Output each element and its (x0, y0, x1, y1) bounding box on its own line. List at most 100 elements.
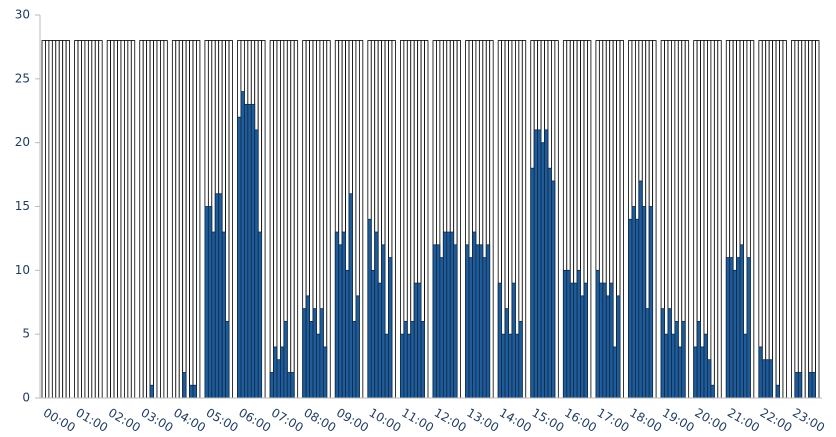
x-tick-label: 13:00 (464, 406, 501, 435)
bar (189, 40, 194, 399)
x-tick-label: 00:00 (41, 406, 78, 435)
bar (761, 40, 767, 399)
bar (475, 244, 480, 399)
bar (497, 282, 503, 399)
bar (761, 359, 767, 399)
bar (124, 40, 129, 399)
bar (273, 40, 278, 399)
bar (293, 40, 299, 399)
bar (403, 320, 408, 399)
bar (41, 40, 46, 399)
bar (791, 40, 796, 399)
bar (465, 244, 470, 399)
x-tick-label: 19:00 (660, 406, 697, 435)
bar (381, 244, 386, 399)
bar (374, 231, 379, 399)
bar (765, 359, 770, 399)
bar (739, 244, 744, 399)
bar (609, 282, 614, 399)
bar (700, 346, 705, 399)
bar (432, 244, 437, 399)
bar (410, 320, 415, 399)
bar (797, 40, 803, 399)
x-tick-label: 12:00 (432, 406, 469, 435)
bar (77, 40, 82, 399)
bar (113, 40, 118, 399)
bar (257, 231, 263, 399)
bar (178, 40, 184, 399)
bar (322, 40, 328, 399)
bar (384, 333, 389, 399)
bar (569, 282, 575, 399)
bar (765, 40, 770, 399)
bar (746, 257, 751, 399)
bar (312, 308, 317, 399)
bar (732, 269, 737, 399)
bar (446, 231, 451, 399)
x-tick-label: 05:00 (204, 406, 241, 435)
bar (811, 40, 816, 399)
x-tick-label: 15:00 (530, 406, 567, 435)
bar (74, 40, 79, 399)
bar (269, 40, 274, 399)
bar (413, 282, 419, 399)
bar (456, 40, 461, 399)
bar (453, 244, 458, 399)
bar (537, 129, 542, 399)
bar (55, 40, 60, 399)
bar (106, 40, 112, 399)
bar (660, 308, 665, 399)
bar (377, 282, 383, 399)
bar (478, 244, 484, 399)
bar (645, 308, 650, 399)
bar (273, 346, 278, 399)
bar (797, 372, 803, 399)
bar (693, 40, 698, 399)
bar (400, 333, 405, 399)
bar (779, 40, 784, 399)
bar (221, 231, 227, 399)
bar (237, 116, 242, 399)
bar (775, 384, 780, 399)
bar (51, 40, 57, 399)
bar (729, 257, 734, 399)
bar (91, 40, 96, 399)
bar (367, 218, 372, 399)
bar (652, 40, 657, 399)
bar (700, 40, 705, 399)
bar (501, 333, 506, 399)
bar (768, 359, 774, 399)
bar (62, 40, 67, 399)
bar (612, 346, 618, 399)
bar (703, 333, 708, 399)
bar (664, 333, 669, 399)
bar (566, 269, 571, 399)
bar (348, 193, 353, 399)
bar (48, 40, 53, 399)
bar (710, 40, 715, 399)
bar (254, 129, 259, 399)
bar (641, 206, 647, 399)
bar (482, 257, 487, 399)
bar (515, 333, 520, 399)
bar (562, 269, 568, 399)
bar (261, 40, 266, 399)
bar (533, 129, 539, 399)
x-tick-label: 11:00 (399, 406, 436, 435)
bar (489, 40, 494, 399)
bar (182, 372, 187, 399)
bar (485, 244, 491, 399)
bar (204, 206, 209, 399)
bar (130, 40, 136, 399)
bar (530, 167, 535, 399)
y-tick-label: 15 (15, 199, 30, 213)
bar (472, 231, 477, 399)
bar (551, 180, 556, 399)
bar (811, 372, 816, 399)
bar (228, 40, 233, 399)
bar (707, 40, 712, 399)
x-tick-label: 18:00 (627, 406, 664, 435)
bar (713, 40, 719, 399)
